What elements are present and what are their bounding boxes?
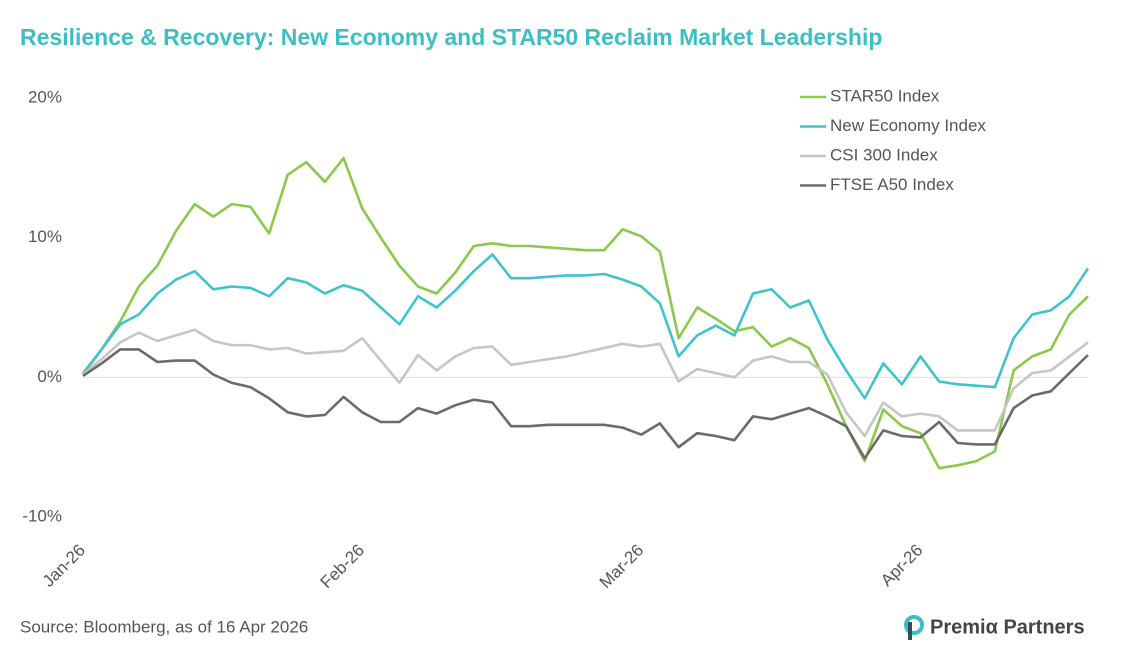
x-tick-label: Jan-26: [39, 541, 89, 591]
y-tick-label: 0%: [37, 367, 62, 386]
y-tick-label: 10%: [28, 227, 62, 246]
y-tick-label: 20%: [28, 87, 62, 106]
brand-name: Premiα Partners: [930, 616, 1085, 638]
x-tick-label: Mar-26: [596, 541, 648, 593]
x-tick-label: Apr-26: [877, 541, 927, 591]
series-line: [81, 156, 1089, 470]
series-line: [81, 253, 1090, 400]
legend-label: STAR50 Index: [830, 86, 940, 105]
chart-title: Resilience & Recovery: New Economy and S…: [20, 24, 882, 50]
logo-icon: [904, 615, 924, 635]
legend-label: New Economy Index: [830, 116, 986, 135]
legend-label: FTSE A50 Index: [830, 175, 954, 194]
series-line: [82, 348, 1089, 460]
brand-logo: Premiα Partners: [904, 615, 1085, 640]
x-tick-label: Feb-26: [317, 541, 369, 593]
y-tick-label: -10%: [22, 506, 62, 525]
series-line: [82, 328, 1089, 438]
legend-label: CSI 300 Index: [830, 145, 938, 164]
source-note: Source: Bloomberg, as of 16 Apr 2026: [20, 617, 308, 636]
